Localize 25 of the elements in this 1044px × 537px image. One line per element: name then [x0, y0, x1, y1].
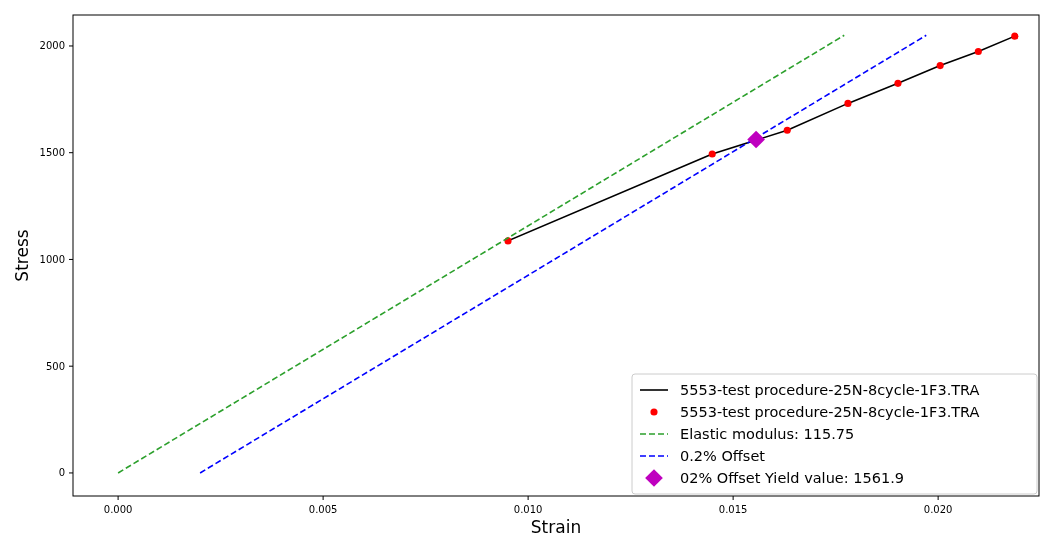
- point: [936, 62, 944, 70]
- x-tick-label: 0.020: [923, 504, 953, 515]
- point: [708, 150, 716, 158]
- point: [783, 126, 791, 134]
- x-tick-label: 0.010: [513, 504, 543, 515]
- x-axis-title: Strain: [530, 517, 582, 537]
- point: [974, 47, 982, 56]
- point: [1011, 32, 1019, 40]
- legend-label: Elastic modulus: 115.75: [680, 426, 855, 443]
- legend-label: 0.2% Offset: [680, 448, 766, 465]
- x-tick-label: 0.000: [103, 504, 133, 515]
- y-tick-label: 1500: [39, 147, 65, 159]
- legend-label: 5553-test procedure-25N-8cycle-1F3.TRA: [680, 404, 980, 421]
- point: [844, 99, 852, 107]
- point: [747, 130, 765, 149]
- y-axis-title: Stress: [12, 229, 32, 282]
- x-tick-label: 0.015: [718, 504, 748, 515]
- x-tick-label: 0.005: [308, 504, 338, 515]
- legend-label: 02% Offset Yield value: 1561.9: [680, 470, 904, 487]
- y-tick-label: 0: [58, 467, 65, 479]
- y-tick-label: 2000: [39, 40, 65, 52]
- y-tick-label: 500: [45, 360, 65, 372]
- y-tick-label: 1000: [39, 253, 65, 265]
- point: [894, 79, 902, 87]
- legend-label: 5553-test procedure-25N-8cycle-1F3.TRA: [680, 382, 980, 399]
